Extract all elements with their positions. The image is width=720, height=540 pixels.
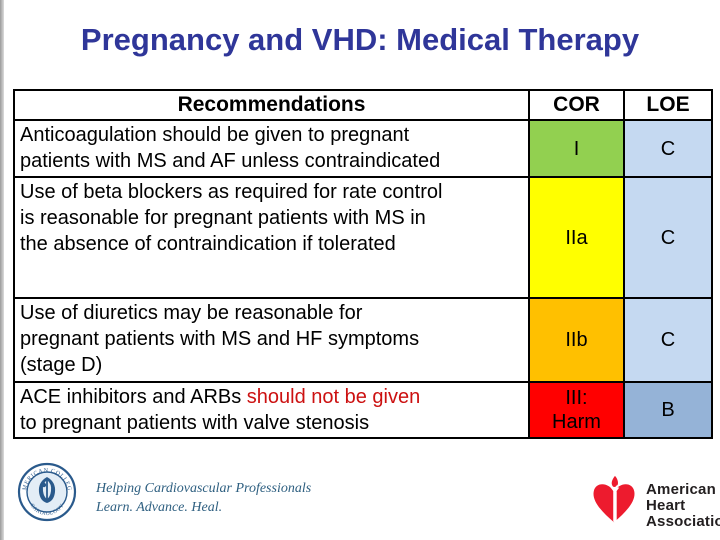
recommendation-text-cell: Anticoagulation should be given to pregn…: [13, 119, 530, 178]
aha-name-line2: Heart: [646, 497, 686, 514]
header-cell-loe: LOE: [623, 89, 713, 121]
recommendation-text: Anticoagulation should be given to pregn…: [20, 124, 441, 172]
loe-cell: B: [623, 381, 713, 439]
loe-cell: C: [623, 297, 713, 383]
table-header-row: Recommendations COR LOE: [13, 89, 713, 121]
aha-name-line3: Association®: [646, 513, 720, 530]
cor-cell: III: Harm: [528, 381, 625, 439]
table-row-diuretics: Use of diuretics may be reasonable for p…: [13, 297, 713, 383]
loe-cell: C: [623, 119, 713, 178]
recommendation-text: to pregnant patients with valve stenosis: [20, 412, 370, 434]
aha-name: American Heart Association®: [646, 482, 720, 532]
slide-edge-strip: [0, 0, 4, 540]
acc-seal-emblem: [38, 477, 56, 503]
loe-cell: C: [623, 176, 713, 299]
recommendation-text-cell: ACE inhibitors and ARBs should not be gi…: [13, 381, 530, 439]
recommendation-text: Use of beta blockers as required for rat…: [20, 181, 443, 255]
acc-tagline: Helping Cardiovascular Professionals Lea…: [96, 479, 311, 517]
aha-name-line1: American: [646, 481, 716, 498]
recommendation-text: Use of diuretics may be reasonable for p…: [20, 302, 420, 376]
table-row-anticoagulation: Anticoagulation should be given to pregn…: [13, 119, 713, 178]
acc-seal-icon: AMERICAN COLLEGE CARDIOLOGY: [17, 462, 77, 522]
recommendations-table: Recommendations COR LOE Anticoagulation …: [13, 89, 713, 439]
aha-logo: American Heart Association®: [585, 470, 720, 530]
cor-cell: IIb: [528, 297, 625, 383]
acc-tagline-line2: Learn. Advance. Heal.: [96, 500, 223, 515]
cor-cell: I: [528, 119, 625, 178]
recommendation-text: ACE inhibitors and ARBs: [20, 386, 247, 408]
cor-cell: IIa: [528, 176, 625, 299]
recommendation-warning-text: should not be given: [246, 386, 421, 408]
table-row-ace-inhibitors: ACE inhibitors and ARBs should not be gi…: [13, 381, 713, 439]
header-cell-recommendations: Recommendations: [13, 89, 530, 121]
table-row-beta-blockers: Use of beta blockers as required for rat…: [13, 176, 713, 299]
recommendation-text-cell: Use of diuretics may be reasonable for p…: [13, 297, 530, 383]
header-cell-cor: COR: [528, 89, 625, 121]
page-title: Pregnancy and VHD: Medical Therapy: [80, 22, 640, 57]
recommendation-text-cell: Use of beta blockers as required for rat…: [13, 176, 530, 299]
acc-tagline-line1: Helping Cardiovascular Professionals: [96, 481, 312, 496]
heart-torch-icon: [593, 475, 635, 523]
